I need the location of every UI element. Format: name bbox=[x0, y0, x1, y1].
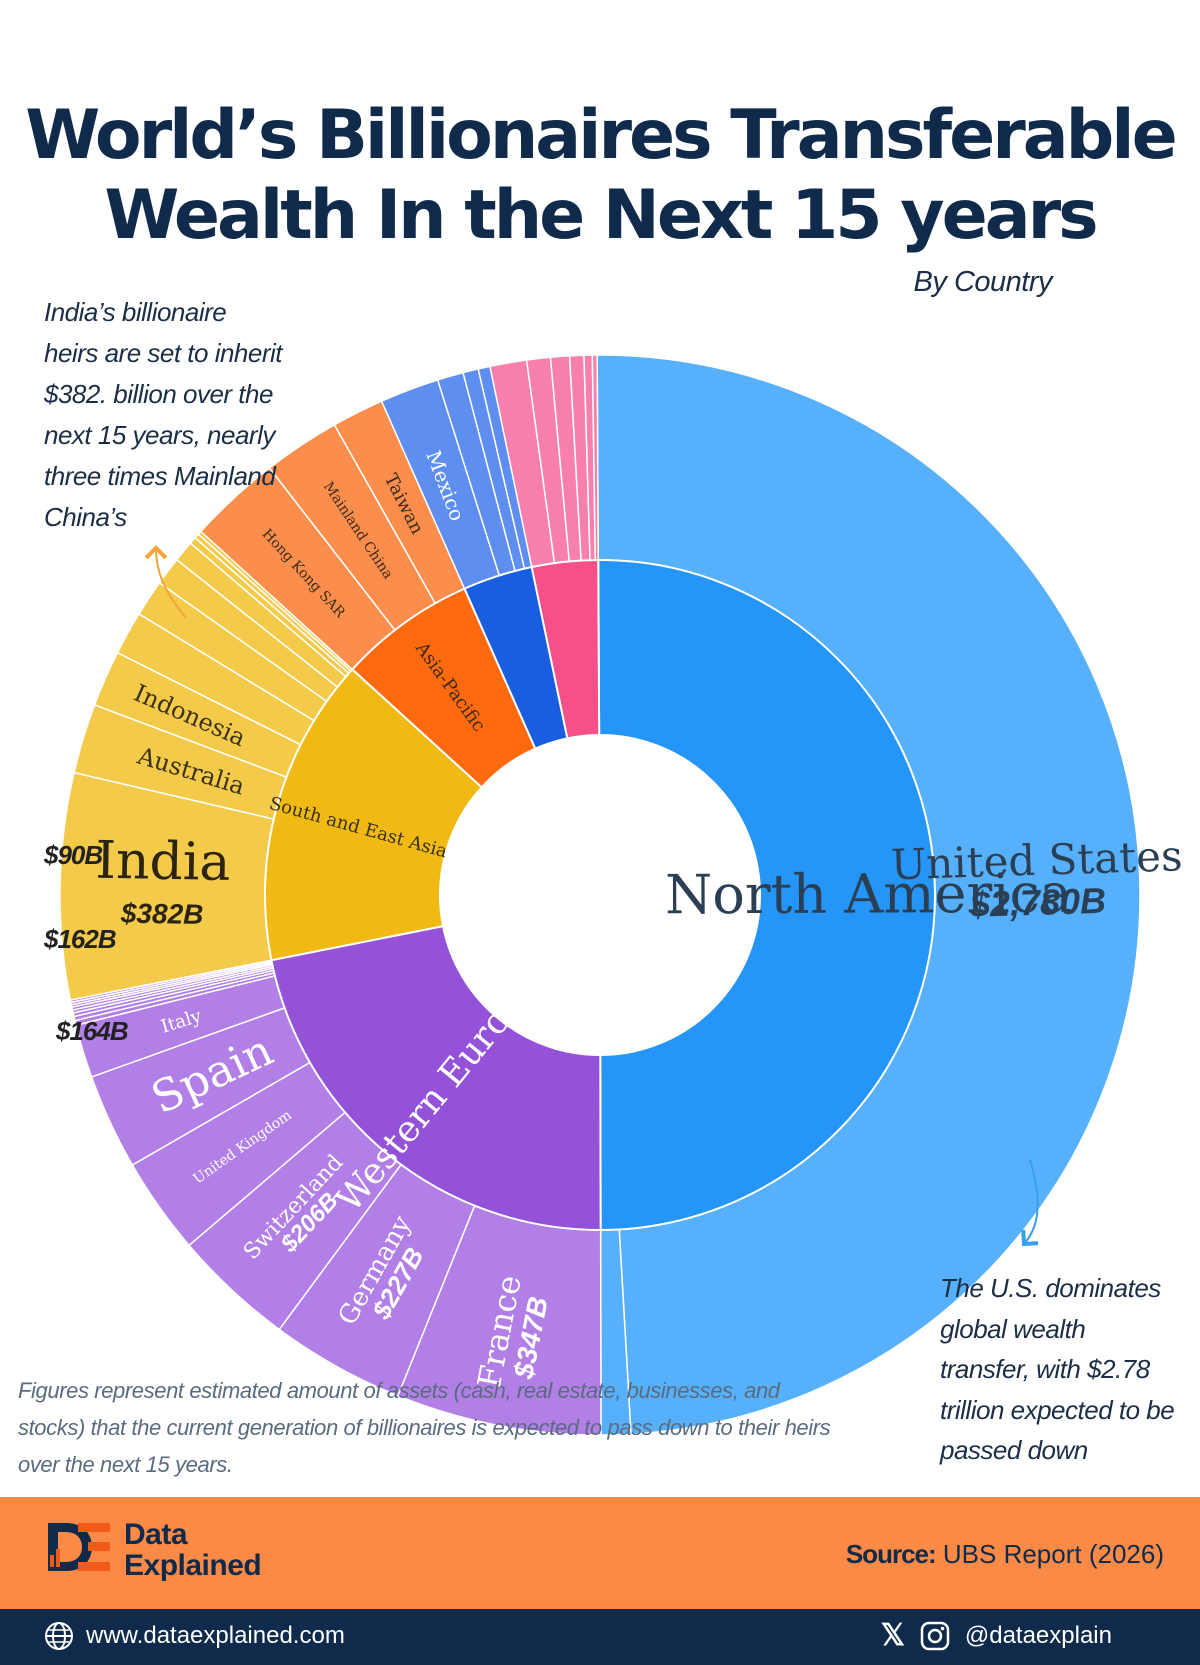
south-and-east-asia-region-segment bbox=[264, 668, 484, 962]
italy-value-label: $90B bbox=[44, 840, 103, 870]
western-europe-region-segment bbox=[270, 924, 602, 1232]
globe-icon bbox=[45, 1622, 73, 1650]
india-annotation: India’s billionaire heirs are set to inh… bbox=[44, 297, 283, 532]
chart-title: World’s Billionaires Transferable Wealth… bbox=[0, 96, 1200, 256]
data-explained-logo-icon bbox=[48, 1523, 110, 1571]
footer-brand-bar: Data Explained Source: UBS Report (2026) bbox=[0, 1497, 1200, 1609]
pk-region-segment bbox=[530, 558, 601, 740]
social-links: 𝕏 @dataexplain bbox=[881, 1619, 1112, 1653]
brand-line-2: Explained bbox=[124, 1549, 262, 1582]
title-line-1: World’s Billionaires Transferable bbox=[25, 96, 1177, 175]
spain-value-label: $162B bbox=[44, 924, 117, 954]
north-america-region-segment bbox=[597, 559, 936, 1232]
footnote: Figures represent estimated amount of as… bbox=[18, 1378, 831, 1477]
us-annotation: The U.S. dominates global wealth transfe… bbox=[940, 1273, 1175, 1465]
website-link[interactable]: www.dataexplained.com bbox=[44, 1621, 345, 1651]
india-annotation-arrow bbox=[144, 545, 187, 619]
source-label: Source: bbox=[845, 1539, 937, 1569]
title-line-2: Wealth In the Next 15 years bbox=[104, 176, 1098, 255]
uk-value-label: $164B bbox=[56, 1016, 129, 1046]
social-handle: @dataexplain bbox=[964, 1622, 1112, 1649]
india-label: India$382B bbox=[94, 831, 231, 931]
us-annotation-arrow bbox=[1021, 1159, 1039, 1247]
footer-social-bar: www.dataexplained.com 𝕏 @dataexplain bbox=[0, 1609, 1200, 1665]
source-credit: Source: UBS Report (2026) bbox=[846, 1539, 1164, 1570]
x-icon[interactable]: 𝕏 bbox=[880, 1619, 905, 1652]
brand-name: Data Explained bbox=[124, 1518, 262, 1582]
website-url: www.dataexplained.com bbox=[86, 1622, 345, 1649]
brand-line-1: Data bbox=[124, 1518, 188, 1551]
chart-subtitle: By Country bbox=[913, 266, 1053, 298]
instagram-icon[interactable] bbox=[919, 1620, 951, 1652]
north-america-region-label: North America bbox=[665, 862, 1072, 926]
source-value: UBS Report (2026) bbox=[942, 1539, 1164, 1569]
united-states-label: United States$2,780B bbox=[890, 831, 1184, 927]
